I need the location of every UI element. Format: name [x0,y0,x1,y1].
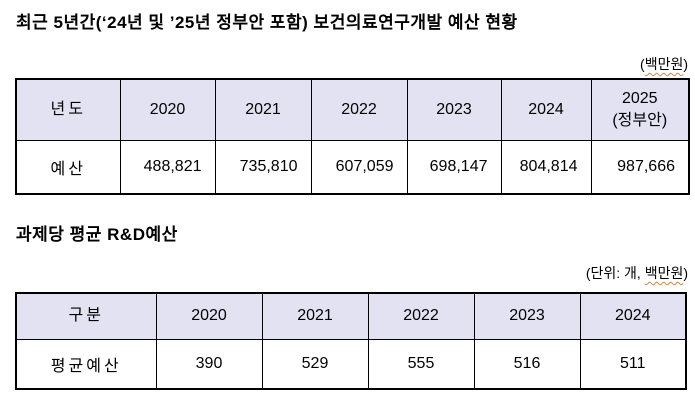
budget-value-cell: 516 [473,338,581,390]
year-column-header: 2024 [579,292,687,340]
budget-value-cell: 529 [261,338,369,390]
annual-budget-table: 년도 2020 2021 2022 2023 2024 2025 (정부안) 예산 488,82… [15,78,690,195]
average-rnd-budget-table: 구분 2020 2021 2022 2023 2024 평균예산 390 529 555 516 51… [15,292,687,390]
year-column-header: 2021 [261,292,369,340]
year-column-header: 2022 [367,292,475,340]
table-data-row: 평균예산 390 529 555 516 511 [15,338,687,390]
unit-note-prefix: ( [640,56,645,72]
year-column-header: 2022 [310,78,408,141]
budget-value-cell: 555 [367,338,475,390]
budget-value-cell: 511 [579,338,687,390]
row-dimension-header: 구분 [15,292,157,340]
year-column-header: 2024 [500,78,592,141]
unit-note-underlined-word: 백만원 [644,56,684,72]
budget-value-cell: 607,059 [310,139,408,195]
section2-title: 과제당 평균 R&D예산 [16,225,178,244]
budget-value-cell: 987,666 [590,139,690,195]
year-column-header: 2023 [473,292,581,340]
year-column-header: 2021 [214,78,312,141]
year-column-header: 2023 [406,78,502,141]
row-label: 평균예산 [15,338,157,390]
unit-note-prefix: (단위: 개, [585,265,645,281]
budget-value-cell: 804,814 [500,139,592,195]
table-header-row: 구분 2020 2021 2022 2023 2024 [15,292,687,340]
table-header-row: 년도 2020 2021 2022 2023 2024 2025 (정부안) [15,78,690,141]
unit-note-suffix: ) [683,56,688,72]
budget-value-cell: 488,821 [119,139,216,195]
section1-title: 최근 5년간(‘24년 및 ’25년 정부안 포함) 보건의료연구개발 예산 현… [16,13,518,32]
row-dimension-header: 년도 [15,78,121,141]
year-column-header: 2020 [119,78,216,141]
year-column-header: 2025 (정부안) [590,78,690,141]
row-label: 예산 [15,139,121,195]
section2-unit-note: (단위: 개, 백만원) [586,263,688,283]
year-column-header: 2020 [155,292,263,340]
unit-note-underlined-word: 백만원 [644,265,684,281]
table-data-row: 예산 488,821 735,810 607,059 698,147 804,814 987… [15,139,690,195]
budget-value-cell: 390 [155,338,263,390]
budget-value-cell: 735,810 [214,139,312,195]
budget-value-cell: 698,147 [406,139,502,195]
section1-unit-note: (백만원) [640,54,688,74]
unit-note-suffix: ) [683,265,688,281]
